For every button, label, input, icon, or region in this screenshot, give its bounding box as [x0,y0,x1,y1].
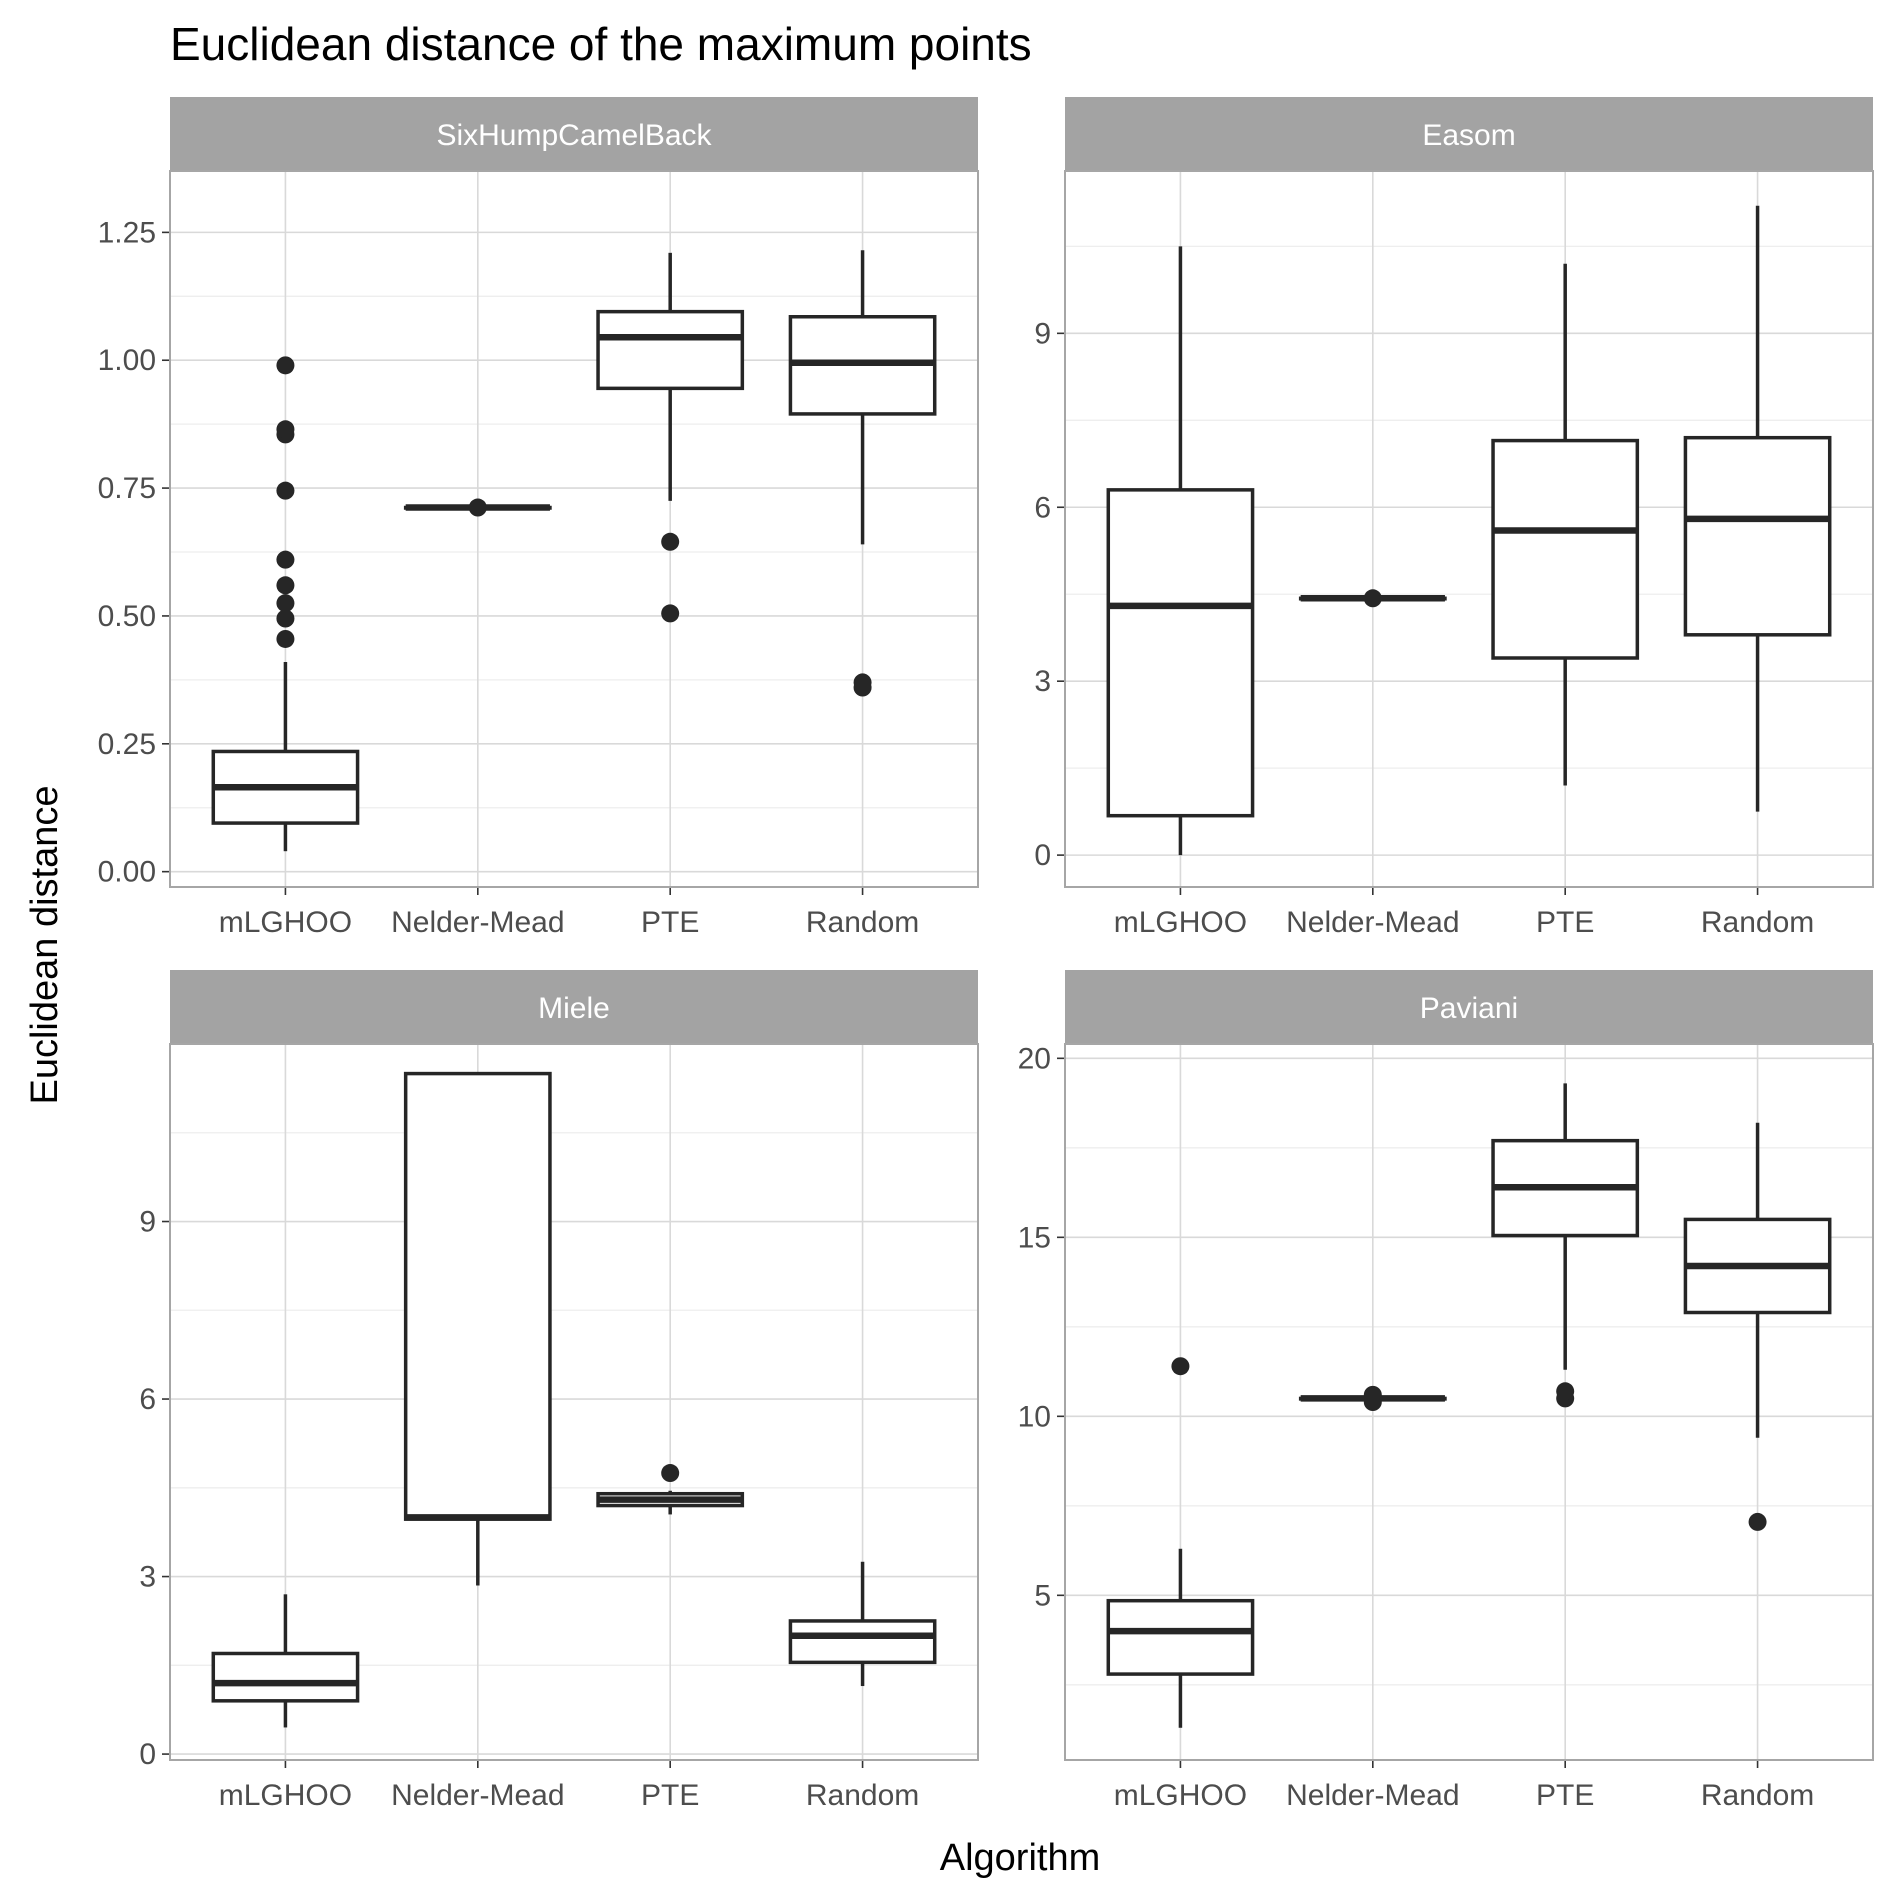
x-tick-label: mLGHOO [1114,1779,1247,1812]
x-tick-label: PTE [1536,1779,1594,1812]
y-tick-label: 6 [1034,491,1051,524]
box-nelder-mead [1298,589,1447,608]
x-tick-label: PTE [641,906,699,939]
panel-border [1064,1043,1874,1761]
x-tick-label: Random [806,1779,919,1812]
facet-panel-miele: Miele 0 3 6 9 mLGHOO Nelder-Mead PTE Random [139,970,979,1812]
outlier-point [468,498,487,517]
facet-panels: SixHumpCamelBack 0.00 0.25 0.50 0.75 1.00 1.25… [98,97,1874,1812]
y-tick-label: 5 [1034,1579,1051,1612]
facet-panel-paviani: Paviani 5 10 15 20 mLGHOO Nelder-Mead PTE Random [1018,970,1874,1812]
box-mlghoo [211,356,360,852]
outlier-point [1171,1357,1190,1376]
y-tick-label: 0 [1034,839,1051,872]
x-tick-label: PTE [1536,906,1594,939]
y-tick-label: 20 [1018,1042,1051,1075]
x-tick-label: mLGHOO [219,906,352,939]
box-rect [1106,488,1255,818]
box-rect [403,1071,552,1521]
y-tick-label: 10 [1018,1400,1051,1433]
chart-title: Euclidean distance of the maximum points [170,18,1032,70]
panel-border [169,170,979,888]
box-pte [596,1464,745,1515]
outlier-point [661,1464,680,1483]
outlier-point [1363,1385,1382,1404]
facet-strip-label: Miele [538,992,610,1025]
outlier-point [276,629,295,648]
box-random [1683,1122,1832,1531]
y-tick-label: 3 [139,1561,156,1594]
y-tick-label: 9 [1034,317,1051,350]
y-tick-label: 1.25 [98,216,156,249]
facet-strip-label: SixHumpCamelBack [436,119,712,152]
y-tick-label: 0.00 [98,856,156,889]
x-axis-title: Algorithm [940,1837,1101,1879]
facet-strip [1065,970,1873,1044]
x-tick-label: Random [806,906,919,939]
box-rect [596,309,745,391]
outlier-point [276,481,295,500]
y-tick-label: 0.25 [98,728,156,761]
x-tick-label: PTE [641,1779,699,1812]
y-tick-label: 0 [139,1738,156,1771]
outlier-point [276,594,295,613]
outlier-point [276,356,295,375]
box-random [788,1561,937,1687]
box-pte [596,252,745,623]
x-tick-label: Random [1701,906,1814,939]
outlier-point [276,576,295,595]
y-tick-label: 1.00 [98,344,156,377]
panel-border [1064,170,1874,888]
box-rect [211,1651,360,1703]
box-nelder-mead [403,498,552,517]
box-mlghoo [1106,246,1255,856]
x-tick-label: Nelder-Mead [391,1779,564,1812]
facet-panel-sixhumpcamelback: SixHumpCamelBack 0.00 0.25 0.50 0.75 1.00 1.25… [98,97,979,939]
y-tick-label: 0.50 [98,600,156,633]
box-rect [1106,1598,1255,1676]
outlier-point [661,604,680,623]
facet-strip-label: Paviani [1420,992,1518,1025]
box-rect [1491,438,1640,660]
box-rect [1683,435,1832,637]
facet-strip [1065,97,1873,171]
facet-panel-easom: Easom 0 3 6 9 mLGHOO Nelder-Mead PTE Random [1034,97,1874,939]
facet-strip [170,97,978,171]
x-tick-label: Nelder-Mead [1286,906,1459,939]
outlier-point [276,550,295,569]
x-tick-label: Random [1701,1779,1814,1812]
outlier-point [276,609,295,628]
box-nelder-mead [1298,1385,1447,1411]
facet-strip [170,970,978,1044]
panel-border [169,1043,979,1761]
facet-strip-label: Easom [1422,119,1515,152]
box-mlghoo [211,1594,360,1728]
y-tick-label: 6 [139,1383,156,1416]
x-tick-label: mLGHOO [219,1779,352,1812]
outlier-point [1556,1382,1575,1401]
outlier-point [1363,589,1382,608]
y-tick-label: 9 [139,1206,156,1239]
outlier-point [276,420,295,439]
box-pte [1491,263,1640,786]
outlier-point [661,532,680,551]
box-random [1683,205,1832,812]
box-mlghoo [1106,1357,1255,1728]
y-tick-label: 15 [1018,1221,1051,1254]
x-tick-label: mLGHOO [1114,906,1247,939]
y-axis-title: Euclidean distance [24,786,66,1105]
box-rect [788,1619,937,1665]
box-pte [1491,1083,1640,1408]
outlier-point [853,673,872,692]
y-tick-label: 3 [1034,665,1051,698]
box-random [788,250,937,697]
y-tick-label: 0.75 [98,472,156,505]
box-nelder-mead [403,1071,552,1586]
x-tick-label: Nelder-Mead [391,906,564,939]
outlier-point [1748,1512,1767,1531]
x-tick-label: Nelder-Mead [1286,1779,1459,1812]
